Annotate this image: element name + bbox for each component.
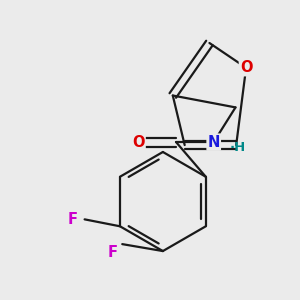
Text: ·H: ·H: [230, 140, 246, 154]
Text: N: N: [208, 135, 220, 150]
Text: O: O: [132, 135, 145, 150]
Text: F: F: [68, 212, 78, 227]
Text: F: F: [107, 244, 117, 260]
Text: O: O: [240, 60, 252, 75]
